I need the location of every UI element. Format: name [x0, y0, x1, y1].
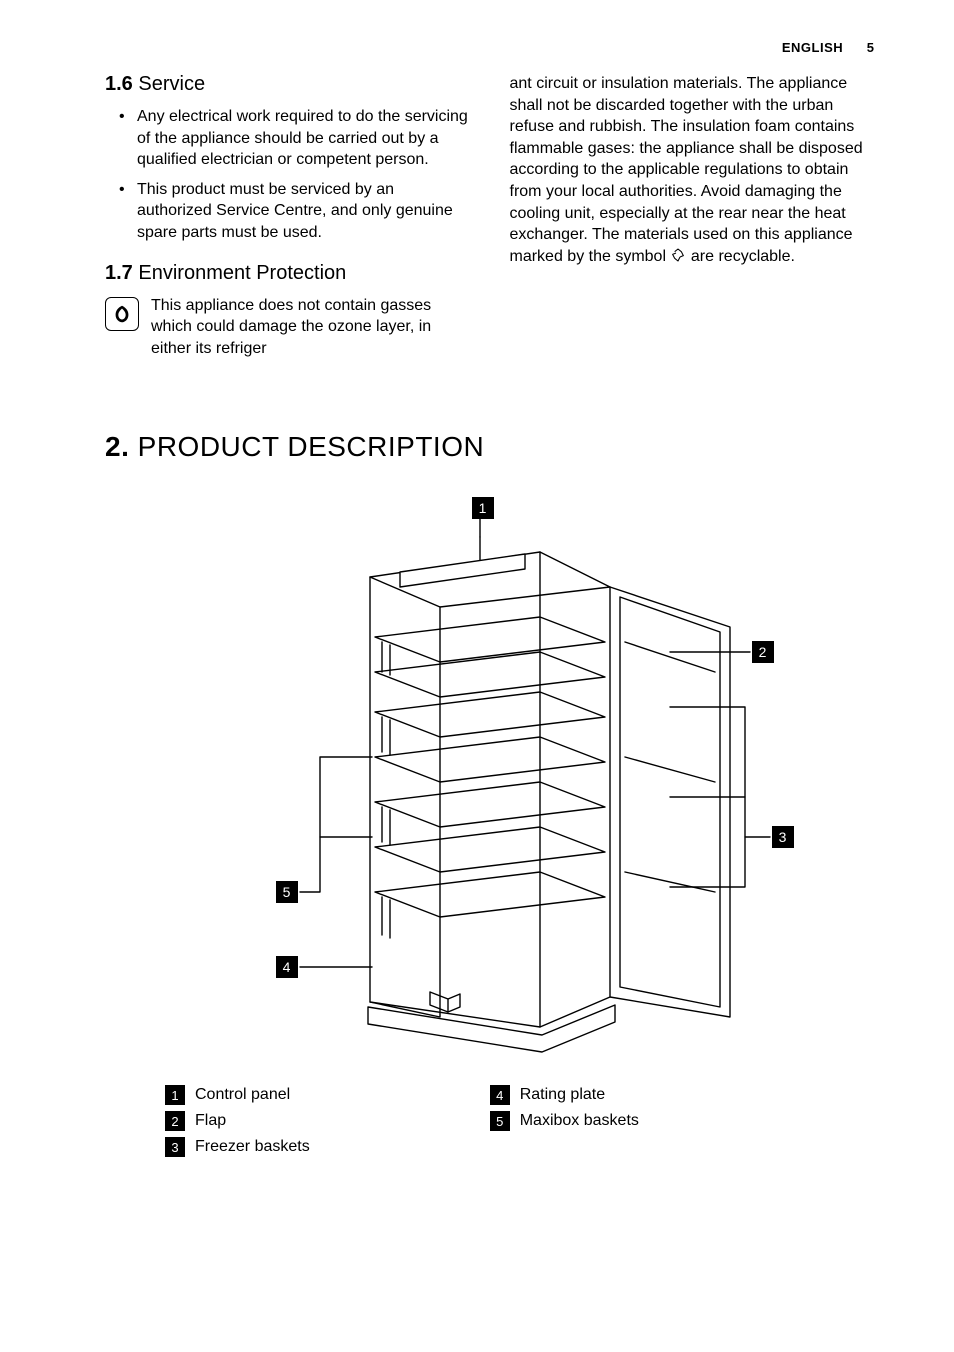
- eco-leaf-icon: [105, 297, 139, 331]
- callout-4: 4: [276, 956, 298, 978]
- env-lead-text: This appliance does not contain gasses w…: [151, 295, 470, 360]
- callout-1: 1: [472, 497, 494, 519]
- callout-5: 5: [276, 881, 298, 903]
- legend-label: Maxibox baskets: [520, 1112, 639, 1130]
- legend: 1 Control panel 2 Flap 3 Freezer baskets…: [105, 1085, 874, 1163]
- env-title: Environment Protection: [138, 262, 346, 284]
- legend-item: 3 Freezer baskets: [165, 1137, 310, 1157]
- section-environment: 1.7 Environment Protection This applianc…: [105, 262, 470, 360]
- legend-label: Flap: [195, 1112, 226, 1130]
- legend-col-right: 4 Rating plate 5 Maxibox baskets: [490, 1085, 639, 1163]
- legend-num: 4: [490, 1085, 510, 1105]
- env-tail-text: are recyclable.: [691, 248, 795, 265]
- service-bullet: Any electrical work required to do the s…: [123, 106, 470, 171]
- service-bullet: This product must be serviced by an auth…: [123, 179, 470, 244]
- env-heading: 1.7 Environment Protection: [105, 262, 470, 285]
- legend-item: 2 Flap: [165, 1111, 310, 1131]
- env-number: 1.7: [105, 262, 133, 284]
- env-cont-text: ant circuit or insulation materials. The…: [510, 75, 863, 265]
- header-page-number: 5: [867, 40, 874, 55]
- legend-item: 4 Rating plate: [490, 1085, 639, 1105]
- legend-num: 3: [165, 1137, 185, 1157]
- legend-num: 5: [490, 1111, 510, 1131]
- legend-label: Control panel: [195, 1086, 290, 1104]
- service-heading: 1.6 Service: [105, 73, 470, 96]
- service-number: 1.6: [105, 73, 133, 95]
- callout-2: 2: [752, 641, 774, 663]
- product-description-heading: 2. PRODUCT DESCRIPTION: [105, 431, 874, 463]
- callout-3: 3: [772, 826, 794, 848]
- header-language: ENGLISH: [782, 40, 843, 55]
- legend-num: 1: [165, 1085, 185, 1105]
- legend-col-left: 1 Control panel 2 Flap 3 Freezer baskets: [165, 1085, 310, 1163]
- page-header: ENGLISH 5: [105, 40, 874, 55]
- leaf-svg: [111, 303, 133, 325]
- legend-item: 5 Maxibox baskets: [490, 1111, 639, 1131]
- service-bullets: Any electrical work required to do the s…: [105, 106, 470, 244]
- body-columns: 1.6 Service Any electrical work required…: [105, 73, 874, 377]
- env-continuation: ant circuit or insulation materials. The…: [510, 73, 875, 269]
- freezer-diagram-svg: [110, 497, 870, 1067]
- section-service: 1.6 Service Any electrical work required…: [105, 73, 470, 244]
- product-diagram: 1 2 3 4 5: [110, 497, 870, 1067]
- legend-label: Rating plate: [520, 1086, 605, 1104]
- env-block: This appliance does not contain gasses w…: [105, 295, 470, 360]
- legend-item: 1 Control panel: [165, 1085, 310, 1105]
- legend-label: Freezer baskets: [195, 1138, 310, 1156]
- recycle-icon: [670, 247, 686, 270]
- legend-num: 2: [165, 1111, 185, 1131]
- product-number: 2.: [105, 431, 129, 462]
- service-title: Service: [138, 73, 205, 95]
- product-title: PRODUCT DESCRIPTION: [138, 431, 485, 462]
